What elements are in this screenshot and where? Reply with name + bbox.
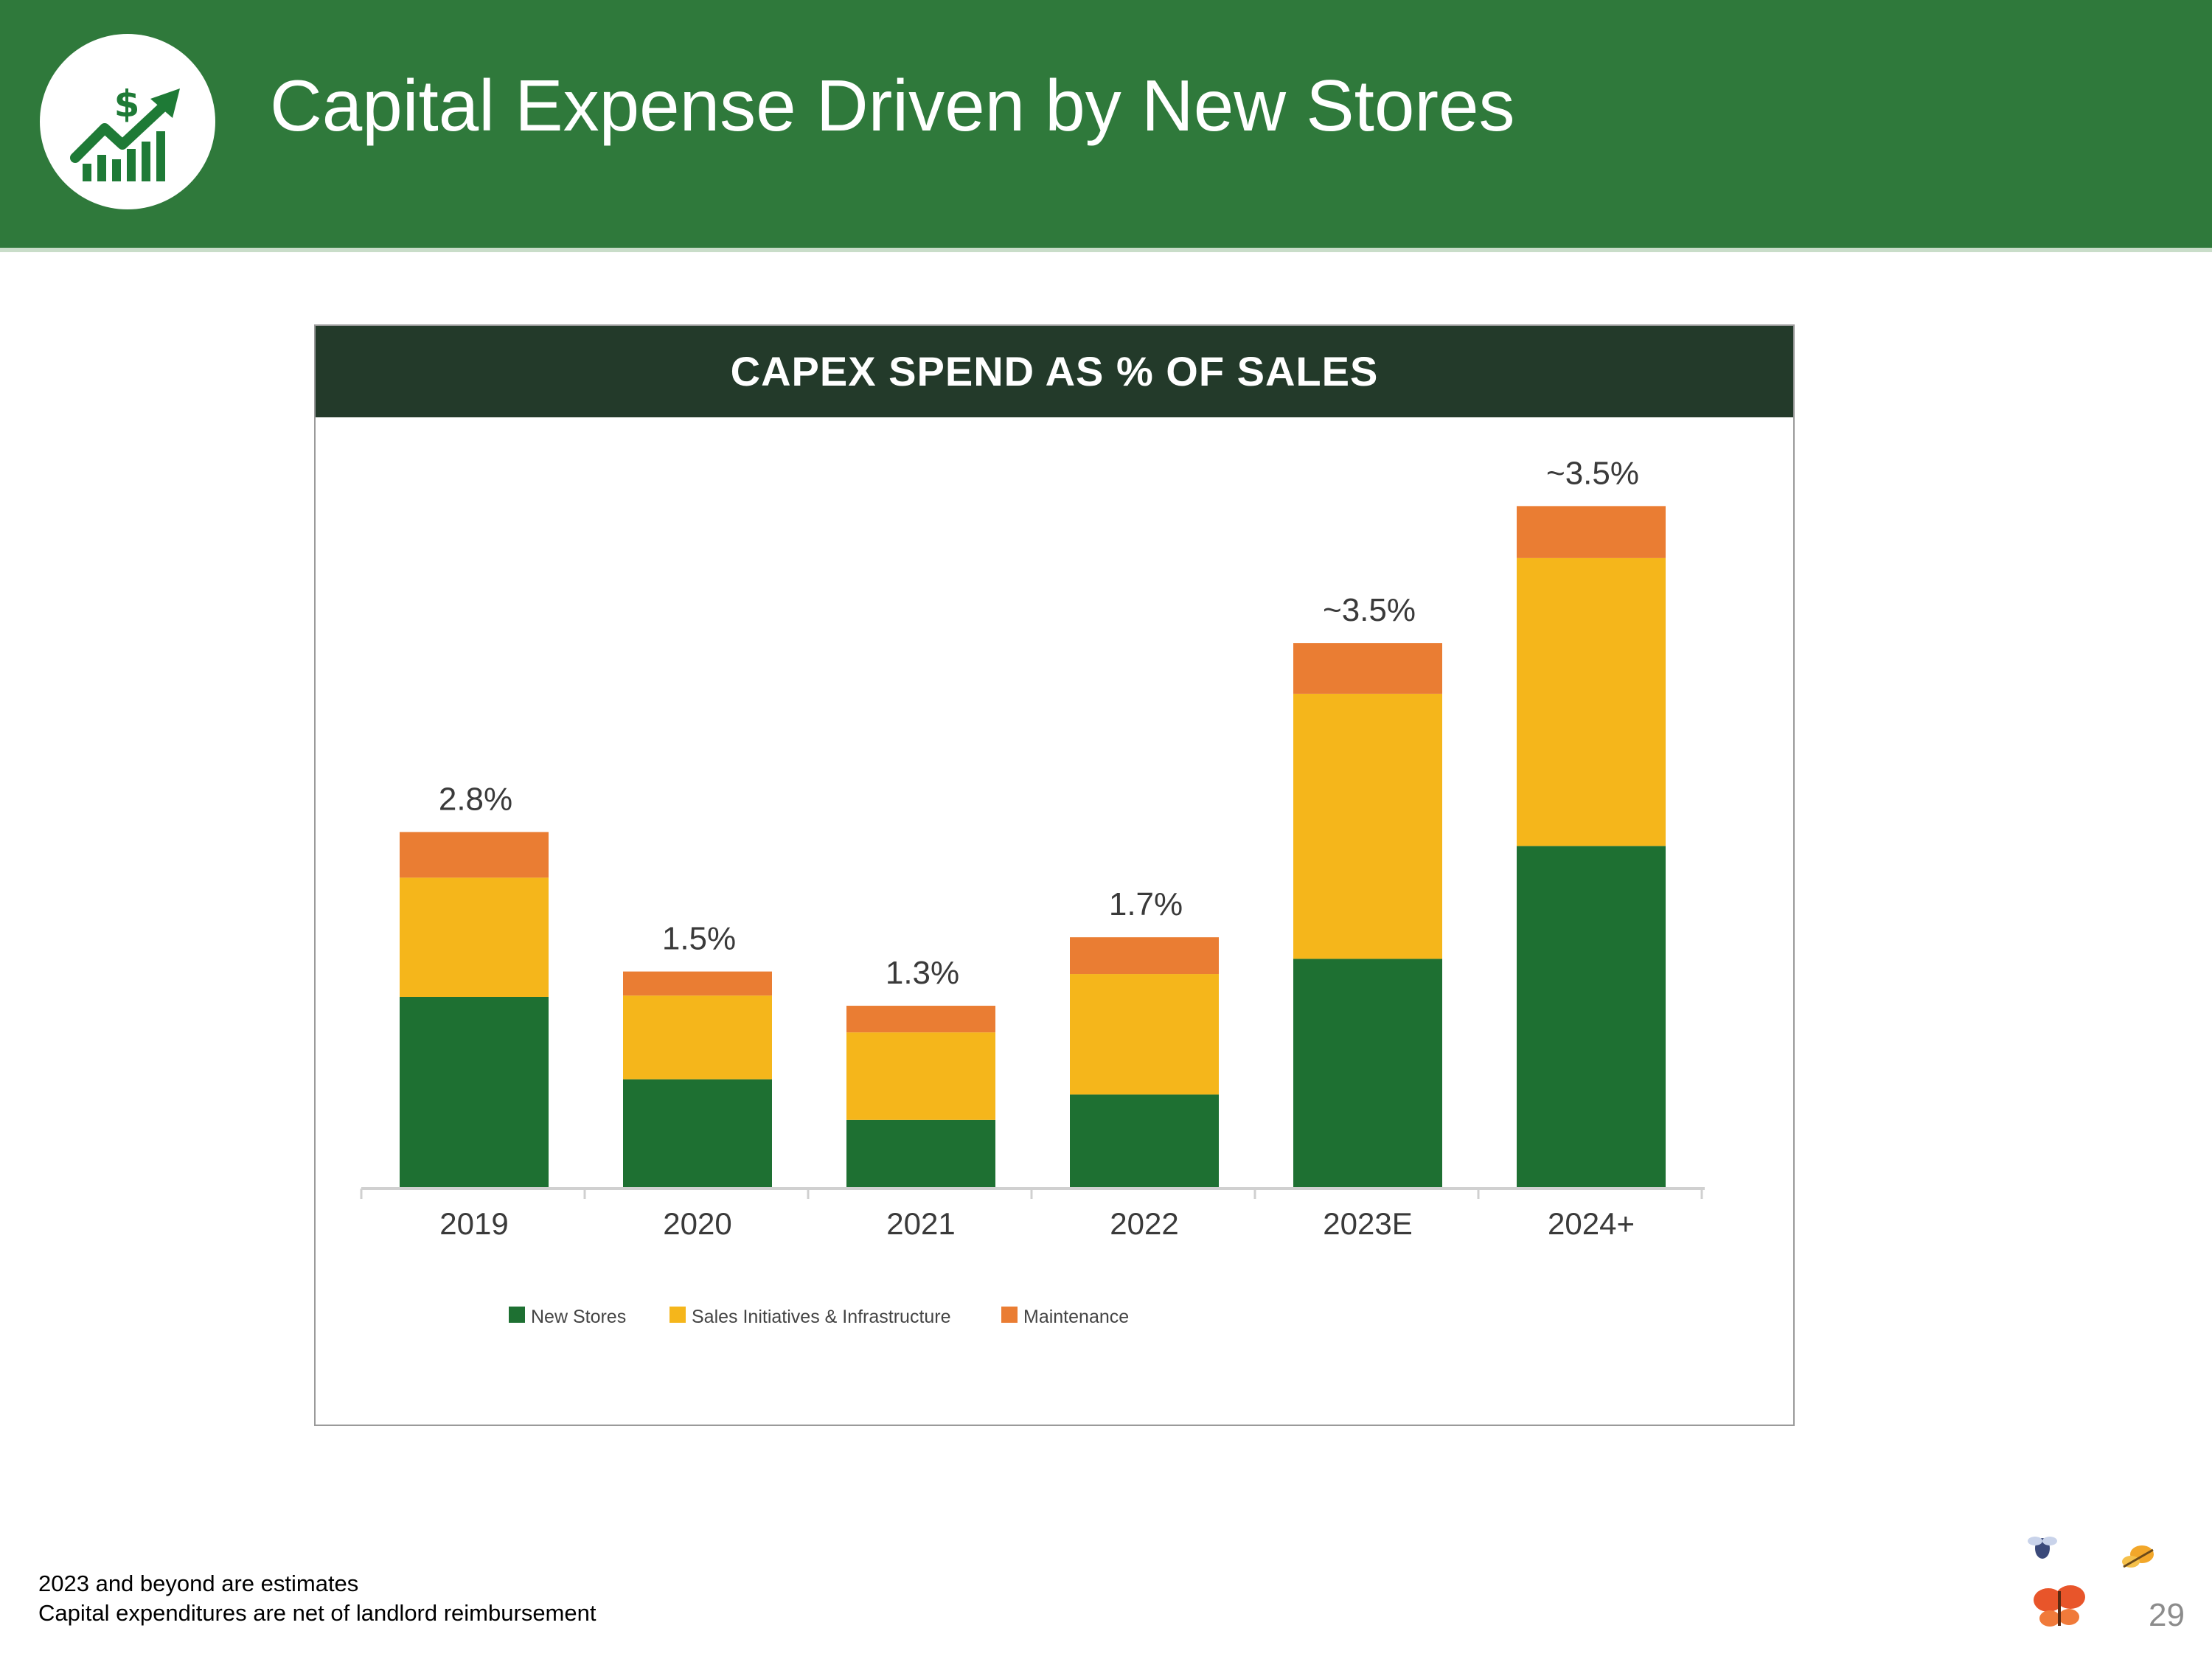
legend-label: New Stores [531, 1307, 626, 1327]
bar-2021-series-0 [846, 1119, 995, 1187]
x-tick-label: 2020 [663, 1206, 731, 1241]
growth-chart-dollar-icon: $ [70, 83, 180, 181]
bar-2022-series-2 [1070, 937, 1219, 975]
bar-2024-series-1 [1517, 557, 1666, 846]
bar-2023e-series-1 [1293, 693, 1442, 959]
x-tick-label: 2021 [886, 1206, 955, 1241]
bar-2019-series-1 [400, 877, 549, 997]
bar-2019-series-0 [400, 997, 549, 1187]
svg-text:$: $ [114, 83, 140, 125]
bar-2021-series-1 [846, 1032, 995, 1120]
legend-label: Maintenance [1023, 1307, 1129, 1327]
page-number: 29 [2149, 1597, 2185, 1633]
legend-swatch [509, 1307, 525, 1323]
total-label: ~3.5% [1323, 592, 1416, 628]
bar-2020-series-2 [623, 971, 772, 996]
x-tick-label: 2024+ [1548, 1206, 1635, 1241]
x-tick-label: 2023E [1323, 1206, 1412, 1241]
butterfly-icon [2034, 1585, 2085, 1627]
bar-2024-series-0 [1517, 846, 1666, 1187]
legend-swatch [1001, 1307, 1018, 1323]
total-label: 1.7% [1109, 886, 1183, 922]
chart-frame: CAPEX SPEND AS % OF SALES 2.8% 2019 1.5% 20… [314, 324, 1795, 1426]
legend-swatch [669, 1307, 686, 1323]
bar-2022-series-1 [1070, 974, 1219, 1095]
total-label: 2.8% [439, 781, 512, 817]
bar-2022-series-0 [1070, 1094, 1219, 1187]
footnote-reimbursement: Capital expenditures are net of landlord… [38, 1600, 597, 1626]
bar-2020-series-0 [623, 1079, 772, 1187]
capex-chart: 2.8% 2019 1.5% 2020 1.3% 2021 1.7% 2022 ~3.5% 202… [360, 455, 1705, 1327]
bar-2023e-series-2 [1293, 643, 1442, 694]
x-tick-label: 2019 [439, 1206, 508, 1241]
logo-badge: $ [40, 34, 215, 209]
bar-2021-series-2 [846, 1006, 995, 1033]
bar-2019-series-2 [400, 832, 549, 878]
total-label: 1.5% [662, 921, 736, 957]
total-label: ~3.5% [1546, 455, 1639, 491]
decoration-critters [2028, 1537, 2154, 1627]
bar-2024-series-2 [1517, 506, 1666, 558]
bar-2020-series-1 [623, 995, 772, 1079]
slide-title: Capital Expense Driven by New Stores [270, 65, 1515, 146]
legend-label: Sales Initiatives & Infrastructure [692, 1307, 951, 1327]
slide-header: $ Capital Expense Driven by New Stores [0, 0, 2212, 252]
bee-icon [2028, 1537, 2057, 1559]
x-tick-label: 2022 [1110, 1206, 1178, 1241]
bar-2023e-series-0 [1293, 959, 1442, 1187]
footnote-estimates: 2023 and beyond are estimates [38, 1571, 359, 1596]
total-label: 1.3% [886, 955, 959, 991]
chart-title: CAPEX SPEND AS % OF SALES [316, 326, 1793, 417]
orange-butterfly-icon [2122, 1545, 2154, 1568]
